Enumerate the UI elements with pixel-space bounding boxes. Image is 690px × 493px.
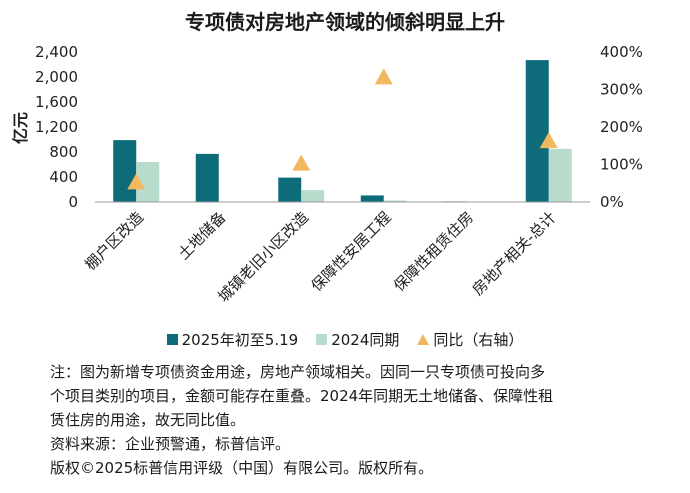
note-line-1: 注：图为新增专项债资金用途，房地产领域相关。因同一只专项债可投向多: [50, 363, 546, 381]
bar-1-0: [136, 162, 160, 202]
note-line-3: 赁住房的用途，故无同比值。: [50, 411, 246, 429]
bar-0-0: [113, 140, 137, 202]
right-tick-label: 300%: [600, 81, 643, 99]
right-axis-ticks: 0% 100% 200% 300% 400%: [600, 43, 643, 211]
bar-0-3: [360, 195, 384, 202]
footnotes: 注：图为新增专项债资金用途，房地产领域相关。因同一只专项债可投向多 个项目类别的…: [50, 360, 660, 480]
bar-0-5: [525, 60, 549, 202]
legend-item-yoy: 同比（右轴）: [417, 329, 523, 350]
chart-title: 专项债对房地产领域的倾斜明显上升: [185, 10, 505, 34]
bar-0-1: [195, 153, 219, 202]
left-tick-label: 2,000: [35, 68, 78, 86]
left-axis-ticks: 0 400 800 1,200 1,600 2,000 2,400: [35, 43, 78, 211]
bar-1-2: [301, 190, 325, 202]
legend: 2025年初至5.19 2024同期 同比（右轴）: [0, 329, 690, 350]
source-note: 资料来源：企业预警通，标普信评。: [50, 435, 291, 453]
yoy-marker-5: [539, 132, 558, 149]
yoy-marker-3: [374, 68, 393, 85]
y-axis-label: 亿元: [11, 112, 30, 144]
legend-triangle-icon: [417, 334, 430, 345]
chart-plot: 亿元 0 400 800 1,200 1,600 2,000 2,400 0% 100% 200…: [11, 43, 643, 306]
category-label-2: 城镇老旧小区改造: [214, 208, 312, 306]
legend-swatch-2024: [316, 334, 328, 345]
left-tick-label: 400: [49, 168, 78, 186]
category-label-1: 土地储备: [174, 208, 229, 263]
bar-1-5: [548, 148, 572, 202]
category-label-4: 保障性租赁住房: [390, 208, 477, 295]
note-line-2: 个项目类别的项目，金额可能存在重叠。2024年同期无土地储备、保障性租: [50, 387, 554, 405]
right-tick-label: 200%: [600, 118, 643, 136]
right-tick-label: 100%: [600, 156, 643, 174]
legend-label-yoy: 同比（右轴）: [433, 331, 524, 349]
left-tick-label: 0: [68, 193, 78, 211]
right-tick-label: 400%: [600, 43, 643, 61]
yoy-marker-2: [292, 154, 311, 171]
legend-swatch-2025: [166, 334, 178, 345]
marker-group: [127, 68, 558, 190]
category-label-3: 保障性安居工程: [308, 208, 395, 295]
legend-label-2024: 2024同期: [331, 331, 400, 349]
category-label-5: 房地产相关-总计: [469, 208, 560, 299]
yoy-marker-0: [127, 173, 146, 190]
left-tick-label: 1,600: [35, 93, 78, 111]
copyright-note: 版权©2025标普信用评级（中国）有限公司。版权所有。: [50, 459, 434, 477]
bar-1-3: [383, 200, 407, 202]
category-label-0: 棚户区改造: [81, 208, 147, 274]
bar-0-2: [278, 177, 302, 202]
left-tick-label: 800: [49, 143, 78, 161]
legend-item-2024: 2024同期: [316, 329, 399, 350]
left-tick-label: 2,400: [35, 43, 78, 61]
right-tick-label: 0%: [600, 193, 624, 211]
bar-group: [113, 60, 572, 203]
left-tick-label: 1,200: [35, 118, 78, 136]
legend-item-2025: 2025年初至5.19: [166, 329, 299, 350]
legend-label-2025: 2025年初至5.19: [181, 331, 299, 349]
